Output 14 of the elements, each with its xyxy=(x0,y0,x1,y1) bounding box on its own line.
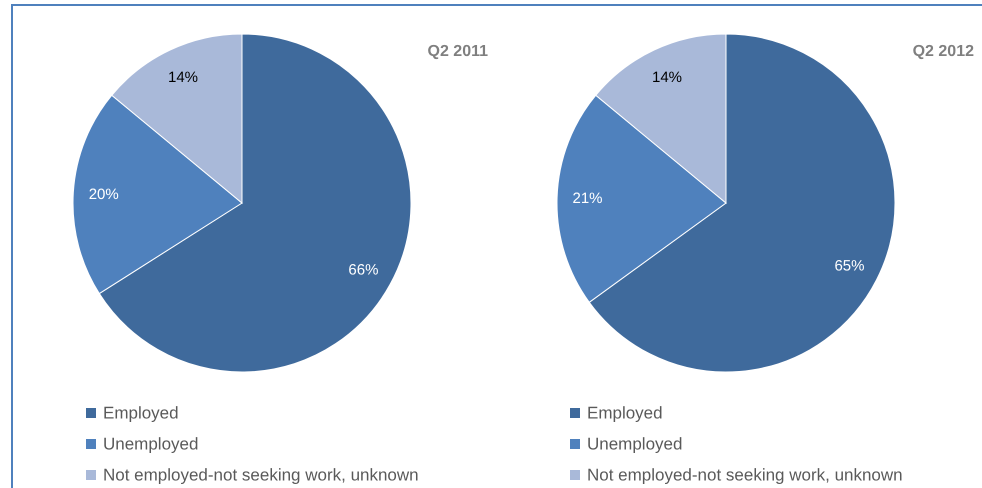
data-label: 14% xyxy=(652,69,682,86)
data-label: 65% xyxy=(834,257,864,274)
legend-label: Unemployed xyxy=(587,434,682,454)
legend-label: Employed xyxy=(587,404,663,422)
legend-label: Not employed-not seeking work, unknown xyxy=(103,466,419,484)
data-label: 66% xyxy=(348,261,378,278)
text: Q2 2012 xyxy=(912,43,974,60)
data-label: 21% xyxy=(572,190,603,208)
data-label: 20% xyxy=(88,186,119,203)
legend-label: Unemployed xyxy=(103,434,198,454)
legend-label: Employed xyxy=(103,404,179,422)
legend-label: Not employed-not seeking work, unknown xyxy=(587,466,903,484)
text: Q2 2011 xyxy=(428,43,488,60)
data-label: 14% xyxy=(168,69,198,86)
